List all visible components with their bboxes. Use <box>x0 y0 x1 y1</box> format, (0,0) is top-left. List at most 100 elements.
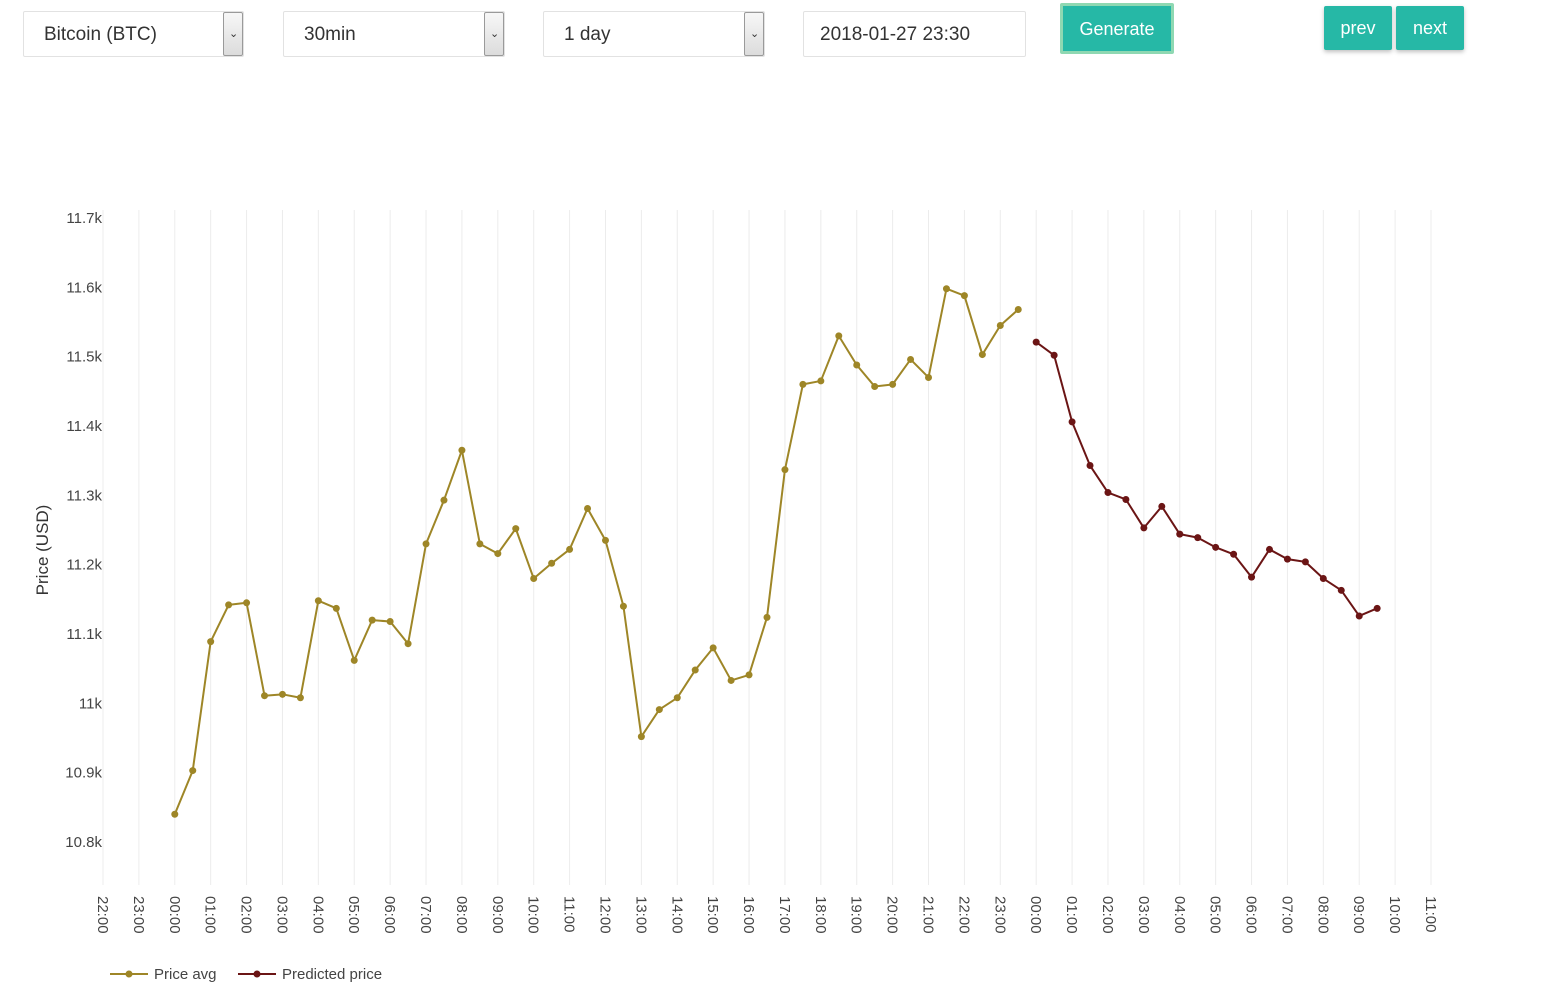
data-point[interactable] <box>960 292 968 300</box>
data-point[interactable] <box>871 382 879 390</box>
data-point[interactable] <box>368 616 376 624</box>
data-point[interactable] <box>494 550 502 558</box>
data-point[interactable] <box>1050 351 1058 359</box>
x-tick-label: 17:00 <box>776 896 793 934</box>
data-point[interactable] <box>548 559 556 567</box>
x-tick-label: 23:00 <box>130 896 147 934</box>
data-point[interactable] <box>1140 524 1148 532</box>
data-point[interactable] <box>673 694 681 702</box>
data-point[interactable] <box>727 676 735 684</box>
data-point[interactable] <box>637 733 645 741</box>
data-point[interactable] <box>1248 573 1256 581</box>
legend-item-price-avg[interactable]: Price avg <box>110 966 217 983</box>
data-point[interactable] <box>1194 534 1202 542</box>
data-point[interactable] <box>601 536 609 544</box>
x-tick-label: 02:00 <box>238 896 255 934</box>
data-point[interactable] <box>996 321 1004 329</box>
data-point[interactable] <box>709 644 717 652</box>
data-point[interactable] <box>1355 612 1363 620</box>
currency-select[interactable]: Bitcoin (BTC) ⌄ <box>23 11 244 57</box>
data-point[interactable] <box>1176 530 1184 538</box>
data-point[interactable] <box>763 613 771 621</box>
data-point[interactable] <box>691 666 699 674</box>
data-point[interactable] <box>745 671 753 679</box>
data-point[interactable] <box>817 377 825 385</box>
interval-select-arrow[interactable]: ⌄ <box>484 12 504 56</box>
data-point[interactable] <box>512 525 520 533</box>
data-point[interactable] <box>422 540 430 548</box>
data-point[interactable] <box>171 810 179 818</box>
data-point[interactable] <box>566 545 574 553</box>
data-point[interactable] <box>1158 502 1166 510</box>
data-point[interactable] <box>440 496 448 504</box>
data-point[interactable] <box>225 601 233 609</box>
x-tick-label: 16:00 <box>740 896 757 934</box>
x-tick-label: 03:00 <box>273 896 290 934</box>
data-point[interactable] <box>314 597 322 605</box>
generate-button[interactable]: Generate <box>1060 3 1174 54</box>
x-tick-label: 07:00 <box>417 896 434 934</box>
y-tick-label: 10.9k <box>65 765 102 782</box>
data-point[interactable] <box>655 706 663 714</box>
interval-select[interactable]: 30min ⌄ <box>283 11 505 57</box>
data-point[interactable] <box>530 575 538 583</box>
data-point[interactable] <box>853 361 861 369</box>
data-point[interactable] <box>1337 586 1345 594</box>
legend-item-predicted-price[interactable]: Predicted price <box>238 966 382 983</box>
date-input[interactable]: 2018-01-27 23:30 <box>803 11 1026 57</box>
currency-select-arrow[interactable]: ⌄ <box>223 12 243 56</box>
data-point[interactable] <box>1301 558 1309 566</box>
data-point[interactable] <box>1373 604 1381 612</box>
x-tick-label: 03:00 <box>1135 896 1152 934</box>
data-point[interactable] <box>278 690 286 698</box>
data-point[interactable] <box>404 640 412 648</box>
data-point[interactable] <box>619 602 627 610</box>
data-point[interactable] <box>835 332 843 340</box>
range-select[interactable]: 1 day ⌄ <box>543 11 765 57</box>
data-point[interactable] <box>1068 418 1076 426</box>
chart-legend: Price avg Predicted price <box>110 966 382 983</box>
x-tick-label: 00:00 <box>1027 896 1044 934</box>
data-point[interactable] <box>189 767 197 775</box>
data-point[interactable] <box>458 446 466 454</box>
legend-label-price-avg: Price avg <box>154 966 217 983</box>
y-tick-label: 11k <box>79 695 103 712</box>
x-tick-label: 13:00 <box>632 896 649 934</box>
series-line <box>173 287 1019 815</box>
data-point[interactable] <box>1122 495 1130 503</box>
data-point[interactable] <box>1212 543 1220 551</box>
data-point[interactable] <box>476 540 484 548</box>
x-tick-label: 01:00 <box>1063 896 1080 934</box>
data-point[interactable] <box>1265 545 1273 553</box>
data-point[interactable] <box>1104 489 1112 497</box>
chart-series <box>171 285 1381 818</box>
data-point[interactable] <box>1086 462 1094 470</box>
data-point[interactable] <box>942 285 950 293</box>
date-input-value: 2018-01-27 23:30 <box>820 24 971 45</box>
data-point[interactable] <box>261 692 269 700</box>
chevron-down-icon: ⌄ <box>750 28 760 40</box>
data-point[interactable] <box>386 618 394 626</box>
data-point[interactable] <box>1230 550 1238 558</box>
next-button[interactable]: next <box>1396 6 1464 50</box>
data-point[interactable] <box>332 604 340 612</box>
data-point[interactable] <box>907 355 915 363</box>
data-point[interactable] <box>889 380 897 388</box>
data-point[interactable] <box>1283 555 1291 563</box>
data-point[interactable] <box>781 466 789 474</box>
data-point[interactable] <box>1014 306 1022 314</box>
data-point[interactable] <box>296 694 304 702</box>
data-point[interactable] <box>978 351 986 359</box>
data-point[interactable] <box>1319 575 1327 583</box>
y-tick-label: 11.5k <box>66 349 102 366</box>
series-line <box>1035 341 1378 617</box>
data-point[interactable] <box>799 380 807 388</box>
data-point[interactable] <box>350 656 358 664</box>
data-point[interactable] <box>1032 338 1040 346</box>
data-point[interactable] <box>925 373 933 381</box>
data-point[interactable] <box>584 505 592 513</box>
prev-button[interactable]: prev <box>1324 6 1392 50</box>
range-select-arrow[interactable]: ⌄ <box>744 12 764 56</box>
data-point[interactable] <box>207 638 215 646</box>
data-point[interactable] <box>243 599 251 607</box>
